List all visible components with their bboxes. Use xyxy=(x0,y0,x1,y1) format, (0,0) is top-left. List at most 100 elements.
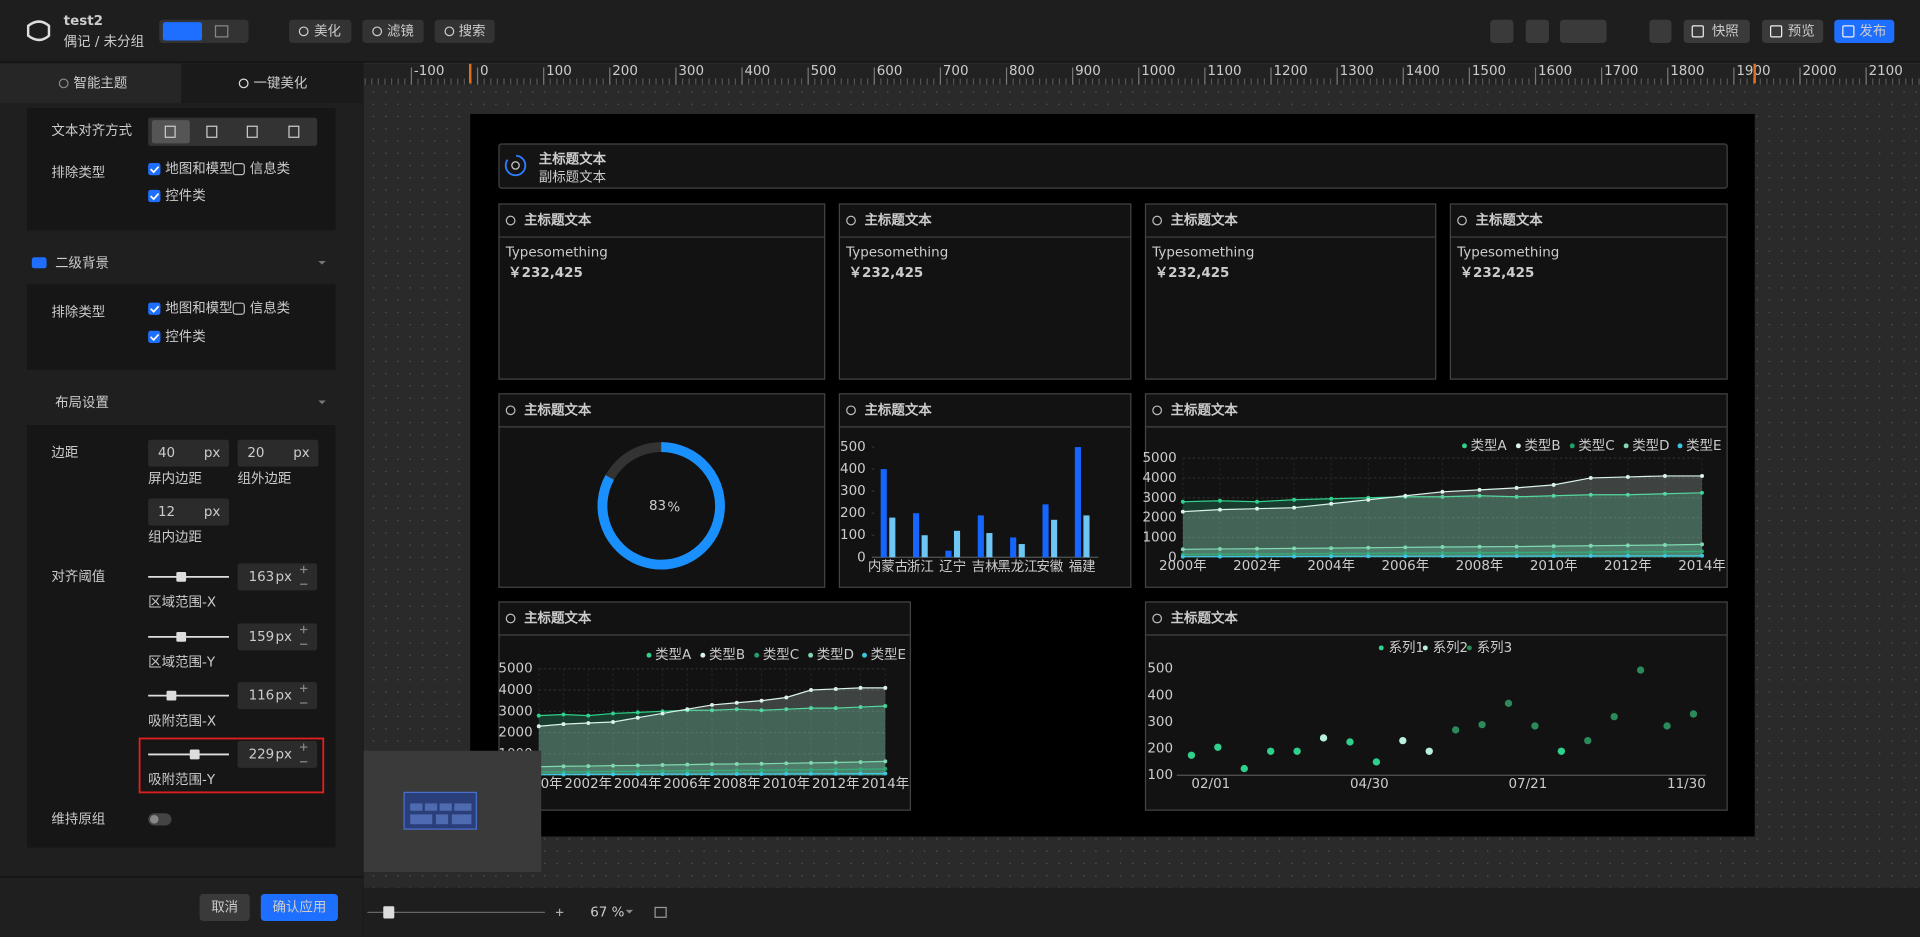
tab-active[interactable] xyxy=(181,63,363,103)
zoom-knob[interactable] xyxy=(383,906,395,919)
tab[interactable] xyxy=(0,63,182,103)
slider-knob[interactable] xyxy=(176,631,187,642)
legend-marker xyxy=(1466,645,1472,651)
point xyxy=(660,772,665,777)
input-caption: 屏内边距 xyxy=(148,471,202,487)
point xyxy=(1217,554,1222,559)
checkbox[interactable] xyxy=(148,302,161,315)
point xyxy=(833,706,838,711)
legend-label: 类型D xyxy=(1632,438,1669,454)
point xyxy=(784,695,789,700)
number-input[interactable] xyxy=(237,563,318,591)
x-tick-label: 2010年 xyxy=(1530,558,1578,574)
point xyxy=(883,759,888,764)
point xyxy=(1700,473,1704,478)
ruler-label: 1600 xyxy=(1538,64,1572,79)
area-fill xyxy=(538,687,886,776)
input-value: 12 xyxy=(158,505,175,520)
checkbox[interactable] xyxy=(148,189,161,203)
align-icon[interactable] xyxy=(206,125,218,138)
tool-button[interactable] xyxy=(434,19,495,43)
icon-button[interactable] xyxy=(1649,19,1672,43)
point xyxy=(635,710,640,715)
tool-icon xyxy=(372,26,383,37)
card-title: 主标题文本 xyxy=(524,212,592,229)
point xyxy=(1663,722,1671,730)
icon-button[interactable] xyxy=(1560,19,1607,43)
icon-button[interactable] xyxy=(1525,19,1549,43)
point xyxy=(1551,550,1556,555)
point xyxy=(883,685,888,690)
point xyxy=(784,707,789,712)
x-tick-label: 2004年 xyxy=(1307,558,1355,574)
checkbox-label: 控件类 xyxy=(165,329,205,345)
align-icon[interactable] xyxy=(164,125,176,138)
card-title: 主标题文本 xyxy=(524,401,592,418)
card xyxy=(498,393,826,588)
icon-button[interactable] xyxy=(1490,19,1514,43)
point xyxy=(1478,720,1486,729)
y-tick-label: 100 xyxy=(1147,768,1173,783)
legend-label: 类型B xyxy=(709,647,745,663)
ruler-label: 1400 xyxy=(1406,64,1440,79)
footer-button[interactable] xyxy=(260,894,338,921)
input-value: 40 xyxy=(158,446,175,461)
legend-label: 系列2 xyxy=(1433,640,1468,656)
number-input[interactable] xyxy=(237,682,318,710)
point xyxy=(833,767,838,772)
checkbox[interactable] xyxy=(148,330,161,343)
number-input[interactable] xyxy=(237,740,318,768)
bar xyxy=(1010,537,1017,558)
number-input[interactable] xyxy=(237,623,318,651)
point xyxy=(586,764,591,769)
number-input[interactable] xyxy=(148,498,229,526)
slider-knob[interactable] xyxy=(176,571,187,582)
header-icon xyxy=(511,161,520,170)
legend-label: 类型A xyxy=(1471,438,1508,454)
kpi-value: ￥232,425 xyxy=(1460,266,1535,281)
slider-knob[interactable] xyxy=(189,749,200,760)
align-option[interactable] xyxy=(151,120,190,144)
toggle-edit[interactable] xyxy=(162,22,203,41)
chevron xyxy=(625,909,634,914)
align-icon[interactable] xyxy=(288,125,300,138)
align-icon[interactable] xyxy=(246,125,258,138)
point xyxy=(1292,497,1297,502)
bar xyxy=(889,517,896,558)
card-title: 主标题文本 xyxy=(1476,212,1544,229)
number-input[interactable] xyxy=(237,439,319,467)
number-input[interactable] xyxy=(148,439,229,467)
x-tick-label: 11/30 xyxy=(1667,777,1706,792)
zoom-level: 67 % xyxy=(590,905,624,920)
x-tick-label: 07/21 xyxy=(1509,777,1548,792)
checkbox[interactable] xyxy=(148,162,161,176)
checkbox[interactable] xyxy=(232,302,245,315)
point xyxy=(660,769,665,773)
tool-button[interactable] xyxy=(362,19,424,43)
footer-button[interactable] xyxy=(199,894,250,921)
ruler-label: 300 xyxy=(678,64,704,79)
kpi-label: Typesomething xyxy=(1151,245,1254,260)
kpi-value: ￥232,425 xyxy=(508,266,583,281)
ruler-label: 700 xyxy=(943,64,969,79)
kpi-label: Typesomething xyxy=(1456,245,1559,260)
point xyxy=(1451,726,1460,734)
bar xyxy=(1042,504,1049,558)
tool-button[interactable] xyxy=(288,19,352,43)
ruler-label: 2100 xyxy=(1869,64,1903,79)
bar xyxy=(953,530,961,558)
point xyxy=(1372,758,1381,766)
field-label: 对齐阈值 xyxy=(51,569,105,585)
input-unit: px xyxy=(204,446,221,461)
legend-marker xyxy=(754,652,760,658)
point xyxy=(809,688,814,692)
dashboard-header xyxy=(498,143,1728,189)
toggle-preview[interactable] xyxy=(214,25,229,38)
field-label: 边距 xyxy=(51,445,78,461)
area-fill xyxy=(1182,475,1703,558)
slider-knob[interactable] xyxy=(166,690,177,701)
bottom-bar xyxy=(363,887,1920,937)
shortcut-icon[interactable] xyxy=(654,906,667,918)
checkbox[interactable] xyxy=(232,162,245,176)
